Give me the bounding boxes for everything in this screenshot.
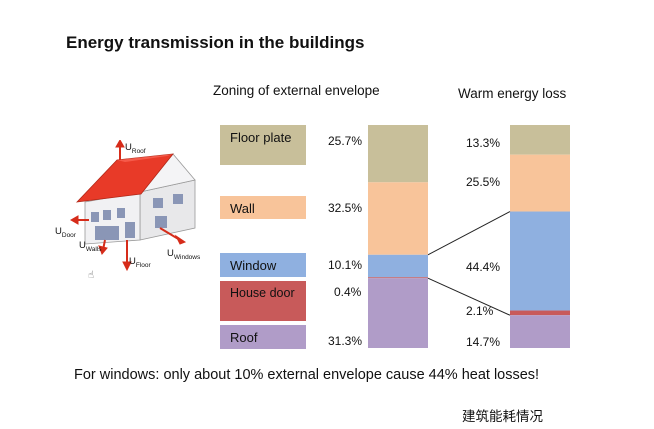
u-door-label: UDoor: [55, 226, 76, 239]
caption: For windows: only about 10% external env…: [74, 367, 540, 383]
loss-heading: Warm energy loss: [458, 86, 567, 101]
zoning-heading: Zoning of external envelope: [213, 83, 380, 98]
bar-segment-wall: [368, 182, 428, 255]
u-roof-label: URoof: [125, 142, 146, 155]
bar-segment-roof: [368, 278, 428, 348]
u-floor-label: UFloor: [129, 256, 151, 269]
u-windows-label: UWindows: [167, 248, 201, 261]
bar-segment-window: [368, 254, 428, 278]
legend-wall: Wall: [220, 196, 306, 219]
left-value-label: 25.7%: [328, 134, 363, 148]
page-title: Energy transmission in the buildings: [66, 33, 365, 52]
u-walls-label: UWalls: [79, 240, 102, 253]
left-value-label: 10.1%: [328, 258, 363, 272]
legend-roof: Roof: [220, 325, 306, 349]
connector-line: [427, 277, 511, 316]
bar-segment-house-door: [510, 310, 570, 316]
right-value-label: 2.1%: [466, 304, 494, 318]
hand-cursor-icon: ☝: [88, 270, 95, 281]
bar-segment-window: [510, 211, 570, 311]
bar-segment-floor-plate: [368, 125, 428, 183]
house-illustration: URoof UDoor UWalls UFloor UWindows ☝: [55, 138, 220, 281]
right-value-label: 44.4%: [466, 260, 501, 274]
bar-segment-floor-plate: [510, 125, 570, 155]
footer-label: 建筑能耗情况: [462, 409, 543, 424]
legend-floor-plate: Floor plate: [220, 125, 306, 165]
legend-window: Window: [220, 253, 306, 277]
bar-segment-wall: [510, 154, 570, 212]
left-value-label: 32.5%: [328, 201, 363, 215]
bar-segment-house-door: [368, 277, 428, 279]
right-value-label: 14.7%: [466, 335, 501, 349]
connector-line: [427, 211, 511, 256]
right-value-label: 13.3%: [466, 136, 501, 150]
left-value-label: 0.4%: [334, 285, 362, 299]
bar-segment-roof: [510, 315, 570, 348]
legend-house-door: House door: [220, 281, 306, 321]
right-value-label: 25.5%: [466, 175, 501, 189]
left-value-label: 31.3%: [328, 334, 363, 348]
house-icon: [69, 138, 196, 272]
